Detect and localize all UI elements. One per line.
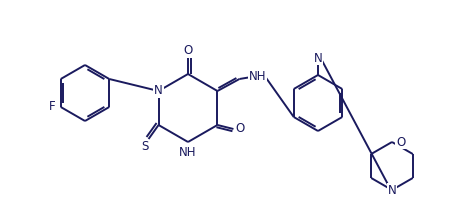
Text: N: N bbox=[388, 183, 396, 196]
Text: O: O bbox=[236, 122, 245, 135]
Text: F: F bbox=[48, 101, 55, 114]
Text: N: N bbox=[154, 84, 163, 97]
Text: NH: NH bbox=[179, 145, 197, 158]
Text: O: O bbox=[396, 135, 406, 149]
Text: O: O bbox=[183, 44, 193, 57]
Text: S: S bbox=[141, 141, 148, 154]
Text: N: N bbox=[313, 51, 322, 65]
Text: NH: NH bbox=[248, 70, 266, 84]
